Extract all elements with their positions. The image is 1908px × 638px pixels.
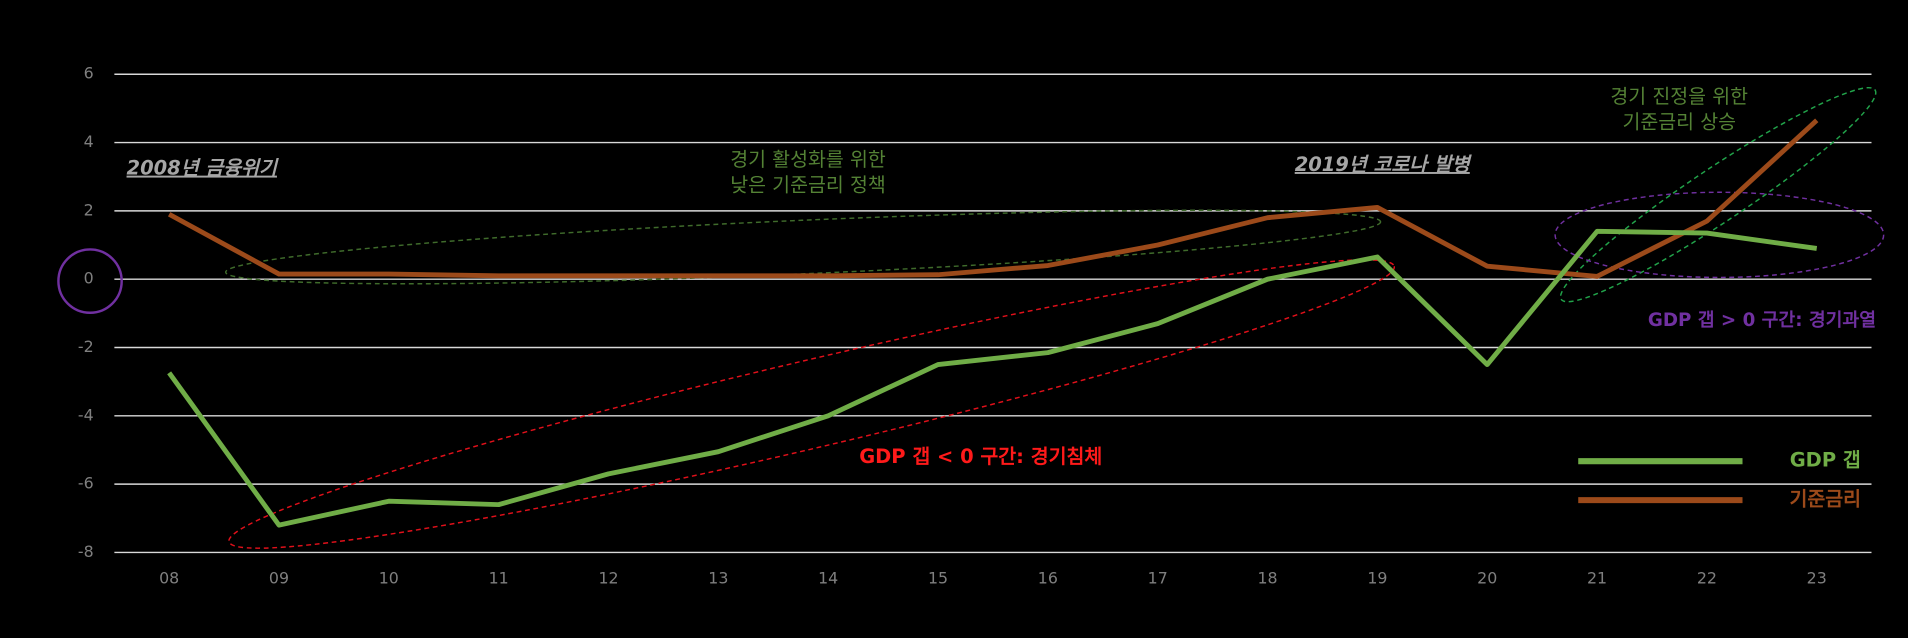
x-tick-label: 08: [159, 569, 179, 588]
annotation-recession: GDP 갭 < 0 구간: 경기침체: [859, 445, 1102, 468]
x-tick-label: 20: [1477, 569, 1497, 588]
x-tick-label: 22: [1697, 569, 1717, 588]
grid: -8 -6 -4 -2 0 2 4 6 08 09 10 11 12 13 14 15 16 17 18 19 20 21…: [78, 64, 1872, 588]
annotation-raise-rate: 경기 진정을 위한: [1610, 85, 1748, 108]
y-tick-label: -8: [78, 542, 94, 561]
x-tick-label: 15: [928, 569, 948, 588]
series-line: [167, 118, 1819, 279]
annotation-crisis: 2008년 금융위기: [127, 157, 280, 180]
y-tick-label: 4: [84, 132, 94, 151]
x-tick-label: 14: [818, 569, 838, 588]
x-tick-label: 23: [1807, 569, 1827, 588]
x-tick-label: 17: [1148, 569, 1168, 588]
y-tick-label: 2: [84, 200, 94, 219]
ellipse-overheat: [1554, 191, 1885, 279]
x-tick-label: 18: [1257, 569, 1277, 588]
legend-label: GDP 갭: [1790, 449, 1861, 472]
y-tick-label: -6: [78, 474, 94, 493]
x-tick-label: 19: [1367, 569, 1387, 588]
zero-circle: [57, 248, 123, 314]
ellipse-raise-rate: [1559, 86, 1877, 303]
x-tick-label: 16: [1038, 569, 1058, 588]
y-tick-label: 0: [84, 269, 94, 288]
x-tick-label: 09: [269, 569, 289, 588]
annotation-low-rate: 경기 활성화를 위한: [730, 148, 886, 171]
x-tick-label: 21: [1587, 569, 1607, 588]
x-tick-label: 10: [379, 569, 399, 588]
x-tick-label: 12: [598, 569, 618, 588]
ellipse-recession: [228, 259, 1396, 549]
y-tick-label: -2: [78, 337, 94, 356]
y-tick-label: -4: [78, 405, 94, 424]
annotation-overheat: GDP 갭 > 0 구간: 경기과열: [1648, 310, 1876, 331]
x-tick-label: 13: [708, 569, 728, 588]
plot: [167, 118, 1819, 528]
y-tick-label: 6: [84, 64, 94, 83]
annotation-low-rate: 낮은 기준금리 정책: [730, 174, 886, 197]
x-tick-label: 11: [489, 569, 509, 588]
annotation-raise-rate: 기준금리 상승: [1622, 110, 1736, 133]
annotation-covid: 2019년 코로나 발병: [1295, 153, 1472, 176]
series-line: [167, 228, 1818, 528]
legend-label: 기준금리: [1789, 488, 1861, 511]
